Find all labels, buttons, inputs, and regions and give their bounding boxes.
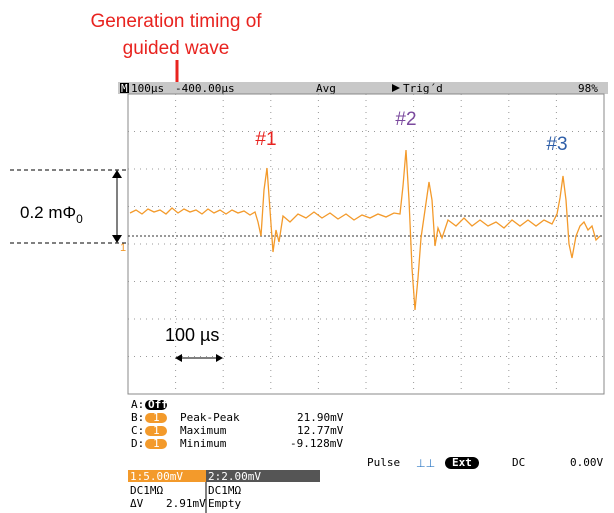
channel-marker: 1 bbox=[120, 242, 126, 254]
trigger-source: Ext bbox=[452, 456, 472, 469]
amplitude-sub: 0 bbox=[76, 212, 83, 226]
pulse-icon: ⊥⊥ bbox=[416, 458, 435, 470]
trigger-level: 0.00V bbox=[570, 456, 603, 469]
channel: 1 bbox=[153, 437, 160, 450]
timebase: 100µs bbox=[131, 82, 164, 95]
slot: C: bbox=[131, 424, 144, 437]
trigger: Trig´d bbox=[403, 82, 443, 95]
channel-coupling: DC1MΩ bbox=[208, 484, 241, 497]
slot: B: bbox=[131, 411, 144, 424]
measure-value: 12.77mV bbox=[297, 424, 344, 437]
measure-name: Minimum bbox=[180, 437, 227, 450]
figure: Generation timing of guided wave M 100µs… bbox=[0, 0, 614, 513]
amplitude-text: 0.2 mΦ bbox=[20, 203, 76, 222]
title-line: guided wave bbox=[123, 38, 230, 59]
channel: 1 bbox=[153, 424, 160, 437]
channel: 1 bbox=[153, 411, 160, 424]
measure-name: Maximum bbox=[180, 424, 227, 437]
state: Off bbox=[148, 398, 168, 411]
amplitude-label: 0.2 mΦ0 bbox=[20, 203, 83, 226]
measure-value: 21.90mV bbox=[297, 411, 344, 424]
channel-scale: 2:2.00mV bbox=[208, 470, 261, 483]
peak-label: #2 bbox=[395, 109, 416, 130]
channel-scale: 1:5.00mV bbox=[130, 470, 183, 483]
slot: A: bbox=[131, 398, 144, 411]
measure-name: Peak-Peak bbox=[180, 411, 240, 424]
arrow-head bbox=[112, 170, 122, 178]
delay: -400.00µs bbox=[175, 82, 235, 95]
slot: D: bbox=[131, 437, 144, 450]
trigger-coupling: DC bbox=[512, 456, 525, 469]
measurement-row: B: 1 Peak-Peak 21.90mV C: 1 Maximum 12.7… bbox=[131, 411, 344, 450]
mode: M bbox=[121, 82, 128, 95]
peak-label: #3 bbox=[546, 134, 567, 155]
trigger-type: Pulse bbox=[367, 456, 400, 469]
peak-label: #1 bbox=[255, 129, 276, 150]
battery: 98% bbox=[578, 82, 598, 95]
acquisition: Avg bbox=[316, 82, 336, 95]
measure-value: -9.128mV bbox=[290, 437, 343, 450]
time-scale-label: 100 µs bbox=[165, 325, 219, 345]
delta-value: 2.91mV bbox=[166, 497, 206, 510]
channel-state: Empty bbox=[208, 497, 241, 510]
delta-label: ΔV bbox=[130, 497, 144, 510]
title-line: Generation timing of bbox=[90, 11, 262, 32]
channel-coupling: DC1MΩ bbox=[130, 484, 163, 497]
